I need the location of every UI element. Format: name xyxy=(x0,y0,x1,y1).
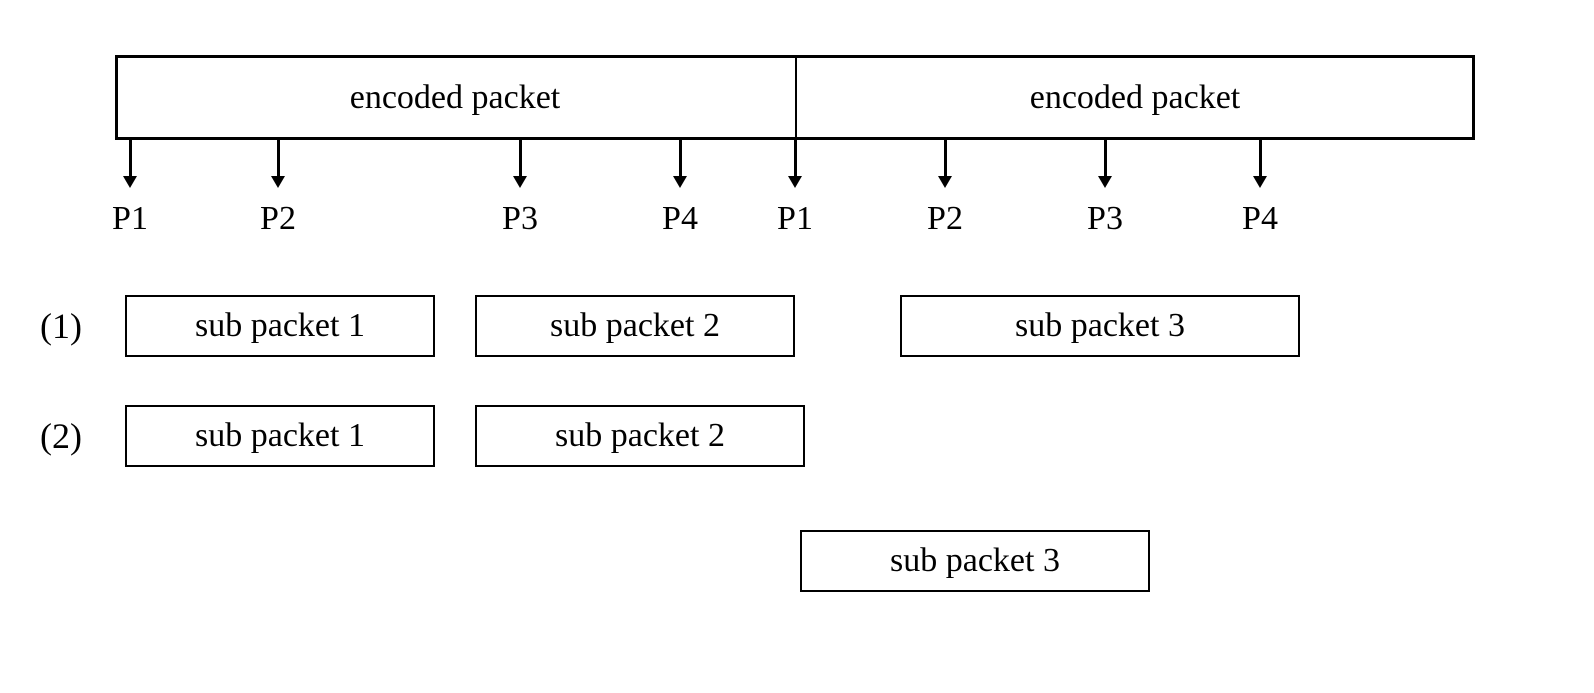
sub-packet-box: sub packet 3 xyxy=(800,530,1150,592)
sub-packet-box: sub packet 1 xyxy=(125,405,435,467)
sub-packet-label: sub packet 1 xyxy=(195,307,365,345)
sub-packet-label: sub packet 2 xyxy=(550,307,720,345)
pointer-label: P3 xyxy=(1087,200,1123,238)
sub-packet-label: sub packet 3 xyxy=(890,542,1060,580)
pointer-label: P1 xyxy=(777,200,813,238)
pointer-label: P4 xyxy=(662,200,698,238)
row-label: (2) xyxy=(40,415,82,457)
encoded-packet-right-label: encoded packet xyxy=(1030,79,1241,117)
encoded-packet-divider xyxy=(795,55,797,140)
sub-packet-box: sub packet 3 xyxy=(900,295,1300,357)
sub-packet-label: sub packet 1 xyxy=(195,417,365,455)
pointer-label: P4 xyxy=(1242,200,1278,238)
row-label: (1) xyxy=(40,305,82,347)
pointer-label: P3 xyxy=(502,200,538,238)
sub-packet-box: sub packet 2 xyxy=(475,295,795,357)
sub-packet-box: sub packet 1 xyxy=(125,295,435,357)
pointer-label: P2 xyxy=(927,200,963,238)
pointer-label: P1 xyxy=(112,200,148,238)
sub-packet-label: sub packet 3 xyxy=(1015,307,1185,345)
sub-packet-label: sub packet 2 xyxy=(555,417,725,455)
sub-packet-box: sub packet 2 xyxy=(475,405,805,467)
diagram-canvas: encoded packet encoded packet P1 P2 P3 P4 P1 P2… xyxy=(0,0,1594,693)
encoded-packet-left-label: encoded packet xyxy=(350,79,561,117)
pointer-label: P2 xyxy=(260,200,296,238)
